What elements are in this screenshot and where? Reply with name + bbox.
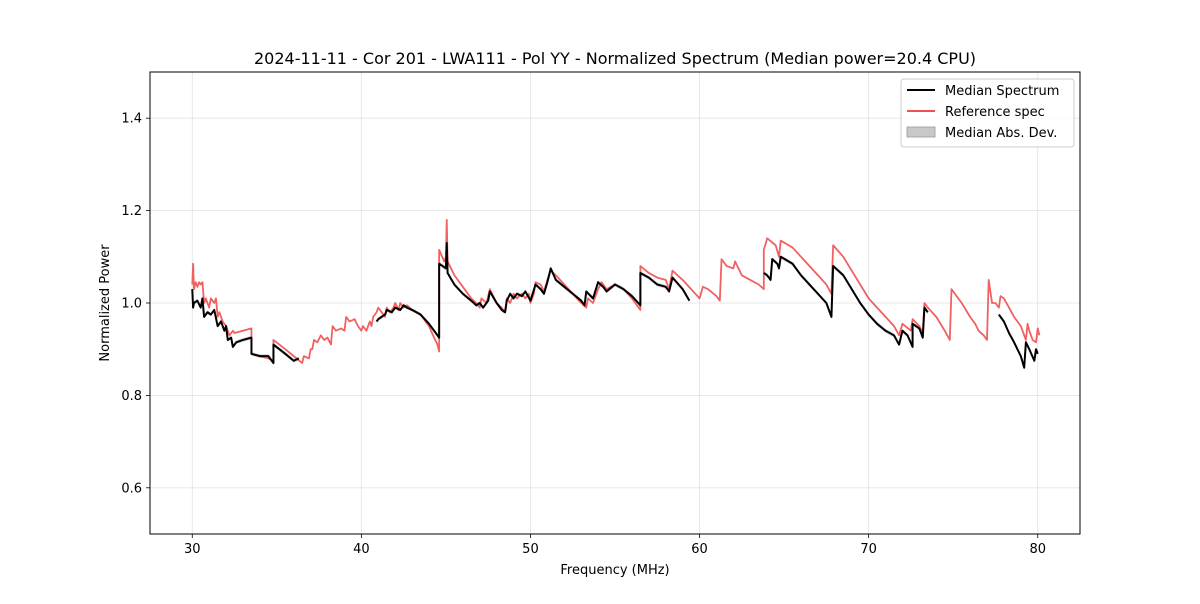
x-tick-label: 50 <box>522 542 539 557</box>
x-tick-label: 60 <box>691 542 708 557</box>
x-axis-label: Frequency (MHz) <box>560 563 669 578</box>
chart-title: 2024-11-11 - Cor 201 - LWA111 - Pol YY -… <box>254 49 976 68</box>
x-tick-label: 40 <box>353 542 370 557</box>
series-line-median-spectrum <box>763 255 929 348</box>
series-line-median-spectrum <box>998 313 1039 369</box>
legend-box <box>900 78 1075 148</box>
y-tick-label: 1.4 <box>121 112 142 127</box>
median-abs-dev-band <box>376 241 690 340</box>
legend-swatch-median-abs-dev <box>906 126 936 138</box>
legend-label-median-abs-dev: Median Abs. Dev. <box>945 126 1057 141</box>
legend-label-median-spectrum: Median Spectrum <box>945 84 1059 99</box>
x-tick-label: 30 <box>184 542 201 557</box>
series-line-median-spectrum <box>191 289 300 365</box>
series-line-median-spectrum <box>375 241 691 339</box>
axis-ticks: 30 40 50 60 70 80 0.6 0.8 1.0 1.2 1.4 <box>121 112 1046 557</box>
legend-label-reference-spec: Reference spec <box>945 105 1045 120</box>
series-layer <box>191 218 1041 370</box>
legend: Median Spectrum Reference spec Median Ab… <box>900 78 1075 148</box>
y-tick-label: 1.2 <box>121 204 142 219</box>
y-tick-label: 1.0 <box>121 297 142 312</box>
y-tick-label: 0.6 <box>121 481 142 496</box>
y-tick-label: 0.8 <box>121 389 142 404</box>
x-tick-label: 80 <box>1029 542 1046 557</box>
y-axis-label: Normalized Power <box>98 244 113 362</box>
x-tick-label: 70 <box>860 542 877 557</box>
